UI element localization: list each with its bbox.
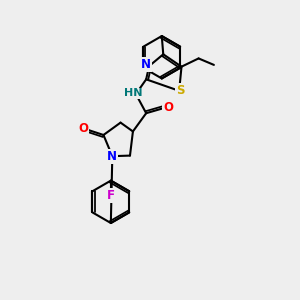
Text: N: N [141,58,151,71]
Text: O: O [163,101,173,114]
Text: N: N [107,150,117,163]
Text: O: O [78,122,88,135]
Text: HN: HN [124,88,143,98]
Text: S: S [176,84,185,97]
Text: F: F [107,189,115,202]
